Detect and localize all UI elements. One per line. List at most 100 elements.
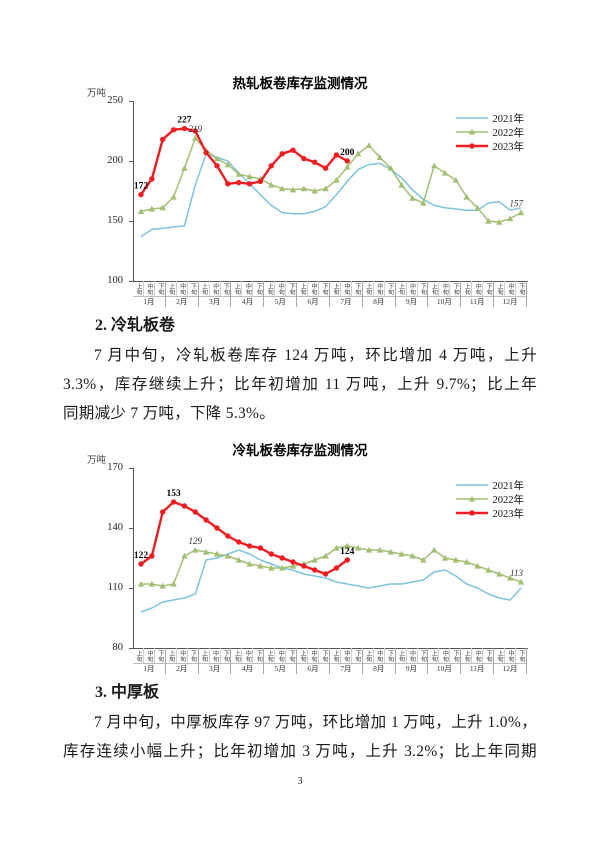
data-point-marker-2023年 bbox=[301, 155, 307, 162]
data-point-marker-2022年 bbox=[344, 163, 351, 170]
data-point-marker-2022年 bbox=[322, 552, 329, 559]
x-axis-period-label: 中旬 bbox=[242, 648, 254, 663]
plot-area: 122 153 129 124 113 2021年 2022年 2023年 bbox=[133, 468, 528, 649]
legend-line-sample-icon bbox=[455, 128, 488, 135]
x-axis-period-label: 上旬 bbox=[494, 281, 506, 296]
x-axis-period-label: 中旬 bbox=[472, 648, 484, 663]
data-point-label: 157 bbox=[510, 199, 524, 209]
data-point-marker-2022年 bbox=[322, 185, 329, 192]
series-line-2021年 bbox=[140, 549, 522, 613]
y-axis-tick-label: 140 bbox=[107, 522, 123, 533]
data-point-marker-2022年 bbox=[246, 173, 253, 180]
paragraph-line: 7 月中旬，冷轧板卷库存 124 万吨，环比增加 4 万吨，上升 bbox=[94, 347, 537, 364]
legend-item-2022年: 2022年 bbox=[455, 492, 524, 506]
x-axis-month-label: 3月 bbox=[208, 664, 221, 673]
x-axis-month-label: 8月 bbox=[373, 297, 385, 306]
data-point-marker-2022年 bbox=[387, 548, 394, 555]
x-axis-month-group: 上旬 中旬 下旬 9月 bbox=[395, 648, 429, 674]
data-point-marker-2023年 bbox=[344, 158, 350, 164]
data-point-marker-2022年 bbox=[137, 208, 145, 214]
x-axis-period-label: 下旬 bbox=[485, 282, 492, 295]
data-point-marker-2022年 bbox=[192, 546, 199, 553]
y-axis-tick-mark bbox=[129, 648, 133, 649]
legend-label: 2023年 bbox=[492, 508, 525, 520]
x-axis-period-label: 下旬 bbox=[189, 282, 196, 295]
x-axis-month-group: 上旬 中旬 下旬 2月 bbox=[165, 281, 199, 307]
y-axis-unit-label: 万吨 bbox=[87, 89, 107, 99]
paragraph-line: 库存连续小幅上升；比年初增加 3 万吨，上升 3.2%；比上年同期 bbox=[63, 743, 537, 760]
chart-legend: 2021年 2022年 2023年 bbox=[455, 478, 525, 520]
data-point-marker-2023年 bbox=[236, 179, 242, 186]
data-point-marker-2022年 bbox=[398, 550, 405, 557]
legend-label: 2023年 bbox=[492, 141, 525, 153]
y-axis-tick-label: 250 bbox=[107, 95, 123, 106]
data-point-marker-2022年 bbox=[441, 169, 449, 176]
data-point-marker-2023年 bbox=[301, 563, 307, 569]
x-axis-month-label: 10月 bbox=[436, 664, 452, 673]
data-point-marker-2022年 bbox=[430, 162, 438, 169]
x-axis-month-group: 上旬 中旬 下旬 12月 bbox=[494, 281, 527, 307]
x-axis-month-group: 上旬 中旬 下旬 1月 bbox=[133, 648, 166, 674]
data-point-marker-2022年 bbox=[257, 562, 264, 569]
data-point-label: 172 bbox=[134, 182, 149, 192]
data-point-marker-2023年 bbox=[160, 509, 166, 515]
x-axis-month-group: 上旬 中旬 下旬 11月 bbox=[461, 648, 495, 674]
data-point-marker-2022年 bbox=[235, 556, 242, 563]
data-point-marker-2023年 bbox=[279, 555, 285, 561]
data-point-marker-2022年 bbox=[485, 217, 492, 224]
data-point-label: 153 bbox=[166, 489, 181, 499]
x-axis-period-label: 上旬 bbox=[461, 281, 473, 296]
x-axis-month-group: 上旬 中旬 下旬 12月 bbox=[494, 648, 527, 674]
data-point-marker-2023年 bbox=[214, 525, 220, 531]
x-axis-month-label: 2月 bbox=[176, 664, 188, 673]
x-axis-period-label: 上旬 bbox=[396, 648, 407, 663]
y-axis-tick-mark bbox=[129, 281, 133, 282]
data-point-marker-2022年 bbox=[506, 215, 514, 222]
series-line-2021年 bbox=[140, 153, 522, 238]
data-point-marker-2022年 bbox=[170, 193, 177, 200]
x-axis-period-label: 下旬 bbox=[288, 282, 295, 295]
data-point-marker-2022年 bbox=[344, 542, 351, 549]
x-axis-period-label: 中旬 bbox=[374, 648, 385, 663]
data-point-marker-2022年 bbox=[148, 580, 156, 587]
cold-rolled-inventory-chart: 冷轧板卷库存监测情况 万吨 170 140 110 80 122 153 129 124 11… bbox=[63, 442, 537, 674]
chart-title: 冷轧板卷库存监测情况 bbox=[232, 443, 368, 458]
paragraph-line: 3.3%，库存继续上升；比年初增加 11 万吨，上升 9.7%；比上年 bbox=[63, 376, 537, 393]
y-axis-tick-mark bbox=[129, 468, 133, 469]
data-point-marker-2022年 bbox=[441, 554, 449, 561]
chart-legend: 2021年 2022年 2023年 bbox=[455, 111, 525, 153]
x-axis-period-label: 上旬 bbox=[199, 281, 210, 296]
data-point-marker-2023年 bbox=[192, 509, 198, 515]
data-point-marker-2022年 bbox=[517, 209, 525, 216]
data-point-label: 200 bbox=[340, 148, 355, 158]
x-axis-period-label: 中旬 bbox=[144, 281, 155, 296]
x-axis-period-label: 上旬 bbox=[396, 281, 407, 296]
y-axis-tick-label: 100 bbox=[107, 275, 123, 286]
x-axis-period-label: 中旬 bbox=[341, 281, 352, 296]
y-axis-tick-mark bbox=[129, 161, 133, 162]
legend-item-2021年: 2021年 bbox=[455, 478, 524, 492]
x-axis-period-label: 上旬 bbox=[231, 648, 243, 663]
paragraph-medium-plate: 7 月中旬，中厚板库存 97 万吨，环比增加 1 万吨，上升 1.0%， 库存连… bbox=[63, 708, 537, 766]
data-point-marker-2022年 bbox=[300, 185, 308, 192]
data-point-marker-2023年 bbox=[322, 165, 329, 171]
data-point-marker-2023年 bbox=[268, 163, 274, 169]
data-point-marker-2023年 bbox=[160, 136, 166, 143]
y-axis-tick-mark bbox=[129, 588, 133, 589]
data-point-marker-2022年 bbox=[202, 548, 210, 555]
x-axis-period-label: 下旬 bbox=[156, 282, 163, 295]
data-point-marker-2022年 bbox=[213, 155, 221, 162]
data-point-marker-2022年 bbox=[354, 150, 362, 157]
data-point-marker-2022年 bbox=[170, 580, 177, 587]
legend-item-2021年: 2021年 bbox=[455, 111, 524, 125]
x-axis-period-label: 中旬 bbox=[407, 648, 418, 663]
x-axis-period-label: 下旬 bbox=[353, 649, 360, 662]
data-point-marker-2022年 bbox=[289, 562, 297, 569]
data-point-marker-2022年 bbox=[409, 552, 416, 559]
data-point-marker-2023年 bbox=[170, 499, 177, 505]
data-point-marker-2022年 bbox=[474, 562, 481, 569]
data-point-label: 122 bbox=[134, 551, 149, 561]
data-point-marker-2022年 bbox=[420, 199, 427, 206]
